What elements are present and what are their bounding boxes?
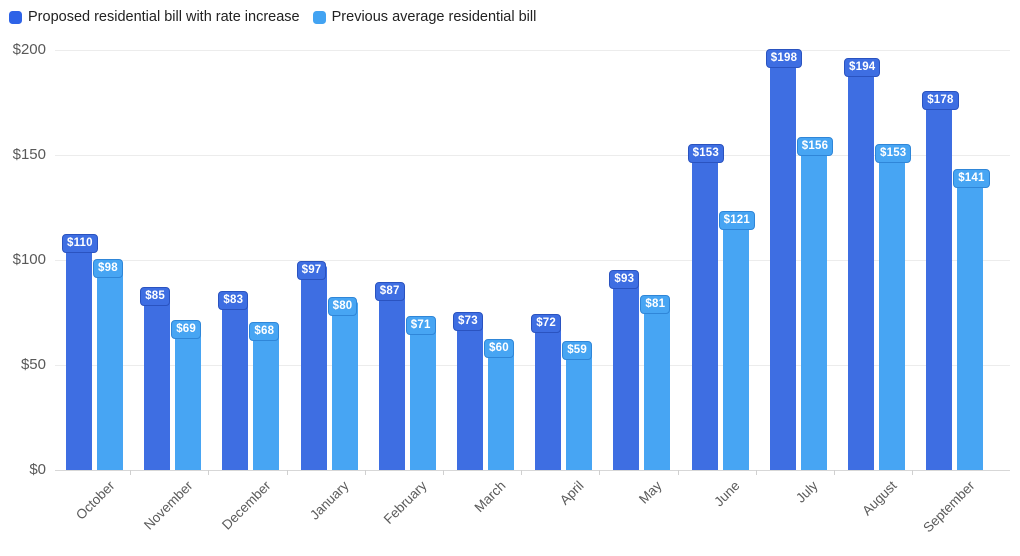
bar-previous-february: [409, 320, 436, 470]
bar-previous-september: [957, 173, 984, 470]
bar-proposed-june: [691, 148, 718, 470]
x-axis-label-june: June: [711, 478, 743, 510]
x-axis-tick: [521, 470, 523, 475]
x-axis-tick: [599, 470, 601, 475]
legend-item-proposed: Proposed residential bill with rate incr…: [9, 9, 300, 25]
gridline-150: [55, 154, 1010, 156]
bar-value-label-proposed-april: $72: [531, 313, 561, 333]
bar-proposed-august: [848, 62, 874, 470]
gridline-50: [55, 364, 1010, 366]
x-axis-tick: [364, 470, 366, 475]
bar-proposed-january: [300, 266, 327, 470]
bar-proposed-february: [378, 287, 405, 470]
y-axis-tick-label: $200: [12, 41, 46, 58]
x-axis-label-july: July: [793, 478, 821, 506]
bar-proposed-september: [926, 96, 953, 470]
x-axis-label-may: May: [635, 478, 665, 507]
bar-proposed-april: [535, 318, 562, 470]
x-axis-label-september: September: [919, 478, 978, 536]
bar-value-label-previous-september: $141: [953, 168, 990, 188]
bar-value-label-proposed-october: $110: [62, 234, 98, 253]
bar-previous-april: [566, 346, 593, 470]
x-axis-label-august: August: [858, 478, 900, 519]
bar-previous-june: [722, 215, 749, 470]
x-axis-label-february: February: [381, 478, 430, 527]
bar-value-label-previous-august: $153: [875, 143, 912, 163]
bar-value-label-proposed-december: $83: [218, 290, 249, 310]
x-axis-tick: [677, 470, 679, 475]
y-axis-tick-label: $0: [29, 461, 46, 478]
x-axis-tick: [834, 470, 835, 475]
legend-item-previous: Previous average residential bill: [312, 9, 537, 25]
bar-value-label-previous-march: $60: [484, 339, 514, 358]
gridline-100: [55, 259, 1010, 261]
bar-proposed-may: [613, 274, 640, 470]
bar-proposed-october: [66, 239, 92, 470]
bar-previous-january: [331, 302, 358, 470]
x-axis-label-january: January: [307, 478, 352, 523]
bar-value-label-previous-june: $121: [718, 210, 755, 230]
x-axis-tick: [286, 470, 288, 475]
bar-value-label-previous-january: $80: [327, 297, 358, 316]
bar-proposed-december: [222, 295, 249, 470]
x-axis-tick: [443, 470, 444, 475]
bar-value-label-proposed-march: $73: [453, 311, 483, 331]
y-axis-tick-label: $100: [12, 251, 46, 268]
y-axis-tick-label: $150: [12, 146, 46, 163]
gridline-200: [55, 49, 1010, 51]
x-axis-label-october: October: [72, 478, 118, 523]
bar-previous-march: [488, 344, 514, 470]
legend-label-proposed: Proposed residential bill with rate incr…: [28, 9, 300, 25]
bar-previous-november: [175, 325, 202, 470]
bar-value-label-previous-november: $69: [171, 320, 201, 340]
x-axis-tick: [130, 470, 132, 475]
bar-value-label-proposed-november: $85: [140, 286, 170, 306]
bar-previous-october: [97, 264, 123, 470]
x-axis-tick: [208, 470, 210, 475]
bar-proposed-november: [144, 291, 171, 470]
bar-value-label-proposed-september: $178: [922, 91, 959, 111]
bar-proposed-july: [769, 54, 796, 470]
bar-value-label-previous-may: $81: [640, 294, 671, 314]
bar-value-label-previous-october: $98: [93, 259, 123, 279]
bar-previous-december: [253, 327, 280, 470]
x-axis-label-april: April: [556, 478, 587, 508]
bar-value-label-proposed-june: $153: [687, 143, 724, 163]
bar-value-label-proposed-may: $93: [609, 269, 640, 289]
bar-previous-august: [879, 148, 905, 470]
x-axis-label-november: November: [140, 478, 196, 533]
legend-label-previous: Previous average residential bill: [331, 9, 537, 25]
bar-value-label-proposed-february: $87: [374, 282, 405, 302]
bar-proposed-march: [457, 316, 483, 470]
x-axis-tick: [755, 470, 757, 475]
gridline-0: [55, 469, 1010, 471]
x-axis-label-march: March: [470, 478, 509, 516]
bar-previous-july: [800, 142, 827, 470]
bar-value-label-previous-april: $59: [562, 341, 592, 361]
bar-value-label-proposed-july: $198: [765, 49, 803, 69]
legend-swatch-previous: [312, 10, 326, 24]
legend-swatch-proposed: [9, 10, 22, 24]
bar-value-label-proposed-august: $194: [844, 57, 881, 77]
bar-value-label-proposed-january: $97: [296, 261, 327, 281]
plot-area: $110 $98 $85 $69 $83 $68 $97 $80 $87 $71 $73 $60 $72…: [55, 49, 1010, 471]
bar-value-label-previous-december: $68: [249, 322, 280, 342]
bar-previous-may: [644, 299, 671, 470]
x-axis-label-december: December: [218, 478, 274, 533]
chart-legend: Proposed residential bill with rate incr…: [9, 9, 536, 25]
x-axis-tick: [912, 470, 914, 475]
y-axis-tick-label: $50: [20, 356, 46, 373]
bar-value-label-previous-july: $156: [796, 137, 834, 157]
bar-value-label-previous-february: $71: [405, 315, 436, 335]
